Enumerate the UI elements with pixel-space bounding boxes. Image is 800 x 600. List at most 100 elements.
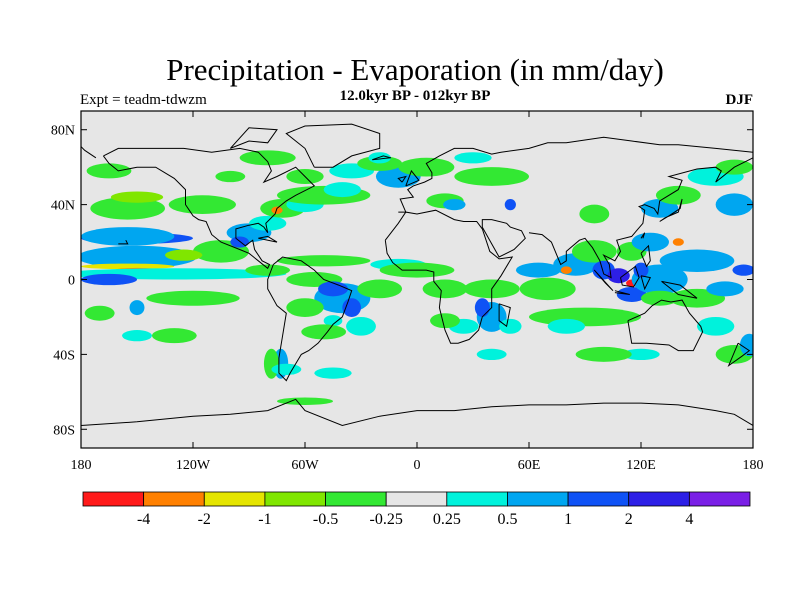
coastline — [405, 169, 420, 187]
field-patch — [342, 298, 361, 317]
field-patch — [90, 197, 165, 220]
coastline — [81, 398, 753, 427]
coastline — [727, 342, 751, 368]
coastline — [372, 155, 392, 161]
field-patch — [314, 367, 352, 379]
field-patch — [430, 313, 460, 329]
field-patch — [398, 157, 455, 177]
axis-ticks: 80N 40N 0 40S 80S 180 120W 60W 0 60E 120E 180 — [51, 111, 764, 473]
field-patch — [368, 152, 391, 164]
field-patch — [655, 185, 701, 205]
colorbar-label: -0.5 — [313, 511, 338, 528]
field-patch — [81, 227, 175, 246]
coastline — [659, 198, 683, 222]
field-patch — [706, 281, 744, 297]
lat-tick-label: 40N — [51, 199, 75, 214]
coastline — [640, 244, 651, 268]
field-patch — [129, 300, 145, 316]
colorbar-swatch — [688, 491, 751, 507]
field-patch — [84, 305, 115, 321]
coastline — [398, 136, 753, 213]
field-patch — [607, 268, 630, 284]
lat-tick-label: 40S — [53, 348, 75, 363]
field-patch — [499, 318, 522, 334]
field-patch — [454, 167, 529, 186]
experiment-label: Expt = teadm-tdwzm — [80, 92, 207, 108]
colorbar-swatch — [143, 491, 205, 507]
field-layer — [81, 150, 753, 405]
colorbar: -4 -2 -1 -0.5 -0.25 0.25 0.5 1 2 4 — [82, 491, 751, 528]
coastline — [620, 265, 640, 288]
coastline — [481, 219, 526, 258]
coastline — [640, 275, 652, 291]
field-patch — [248, 215, 287, 231]
coastline — [661, 280, 698, 299]
field-patch — [616, 286, 647, 302]
coastline — [267, 256, 353, 382]
coastline — [614, 290, 630, 295]
field-patch — [301, 324, 347, 340]
lat-tick-label: 80S — [53, 423, 75, 438]
season-label: DJF — [725, 92, 754, 108]
coastlines — [81, 123, 753, 427]
field-patch — [346, 316, 376, 336]
field-patch — [323, 315, 343, 327]
field-patch — [697, 316, 735, 336]
field-patch — [168, 195, 236, 214]
colorbar-swatch — [507, 491, 569, 507]
colorbar-label: -1 — [258, 511, 271, 528]
field-patch — [110, 191, 164, 203]
field-patch — [422, 279, 468, 299]
coastline — [229, 127, 278, 149]
coastline — [627, 299, 704, 352]
coastline — [640, 232, 646, 239]
field-patch — [81, 263, 175, 270]
coastline — [258, 235, 278, 243]
field-patch — [230, 236, 250, 248]
field-patch — [151, 328, 197, 344]
field-patch — [263, 348, 279, 379]
colorbar-swatch — [203, 491, 266, 507]
field-patch — [357, 155, 403, 171]
coastline — [285, 123, 381, 168]
field-patch — [443, 198, 466, 211]
coastline — [118, 239, 129, 245]
field-patch — [122, 330, 152, 342]
field-patch — [476, 348, 507, 361]
lon-tick-label: 180 — [743, 458, 764, 473]
colorbar-label: 4 — [685, 511, 693, 528]
field-patch — [504, 198, 516, 211]
field-patch — [323, 182, 362, 198]
lat-tick-label: 0 — [68, 274, 75, 289]
colorbar-label: -0.25 — [370, 511, 403, 528]
lon-tick-label: 120W — [176, 458, 211, 473]
colorbar-swatch — [264, 491, 326, 507]
lon-tick-label: 180 — [71, 458, 92, 473]
field-patch — [732, 264, 753, 276]
field-patch — [245, 264, 291, 276]
colorbar-swatch — [385, 491, 448, 507]
colorbar-label: -2 — [198, 511, 211, 528]
field-patch — [271, 363, 302, 375]
lat-tick-label: 80N — [51, 124, 75, 139]
coastline — [528, 157, 753, 279]
field-patch — [454, 152, 492, 164]
field-patch — [672, 238, 684, 246]
lon-tick-label: 120E — [626, 458, 656, 473]
field-patch — [286, 298, 324, 317]
coastline — [498, 303, 511, 328]
field-patch — [633, 262, 649, 278]
colorbar-label: 2 — [625, 511, 633, 528]
coastline — [593, 269, 614, 292]
field-patch — [239, 150, 296, 166]
field-patch — [215, 170, 246, 183]
colorbar-swatch — [325, 491, 387, 507]
coastline — [81, 146, 97, 159]
colorbar-label: 0.25 — [433, 511, 461, 528]
colorbar-swatch — [628, 491, 690, 507]
field-patch — [739, 333, 753, 357]
field-patch — [515, 262, 561, 278]
colorbar-swatch — [82, 491, 145, 507]
field-patch — [641, 290, 679, 306]
colorbar-label: 1 — [564, 511, 572, 528]
